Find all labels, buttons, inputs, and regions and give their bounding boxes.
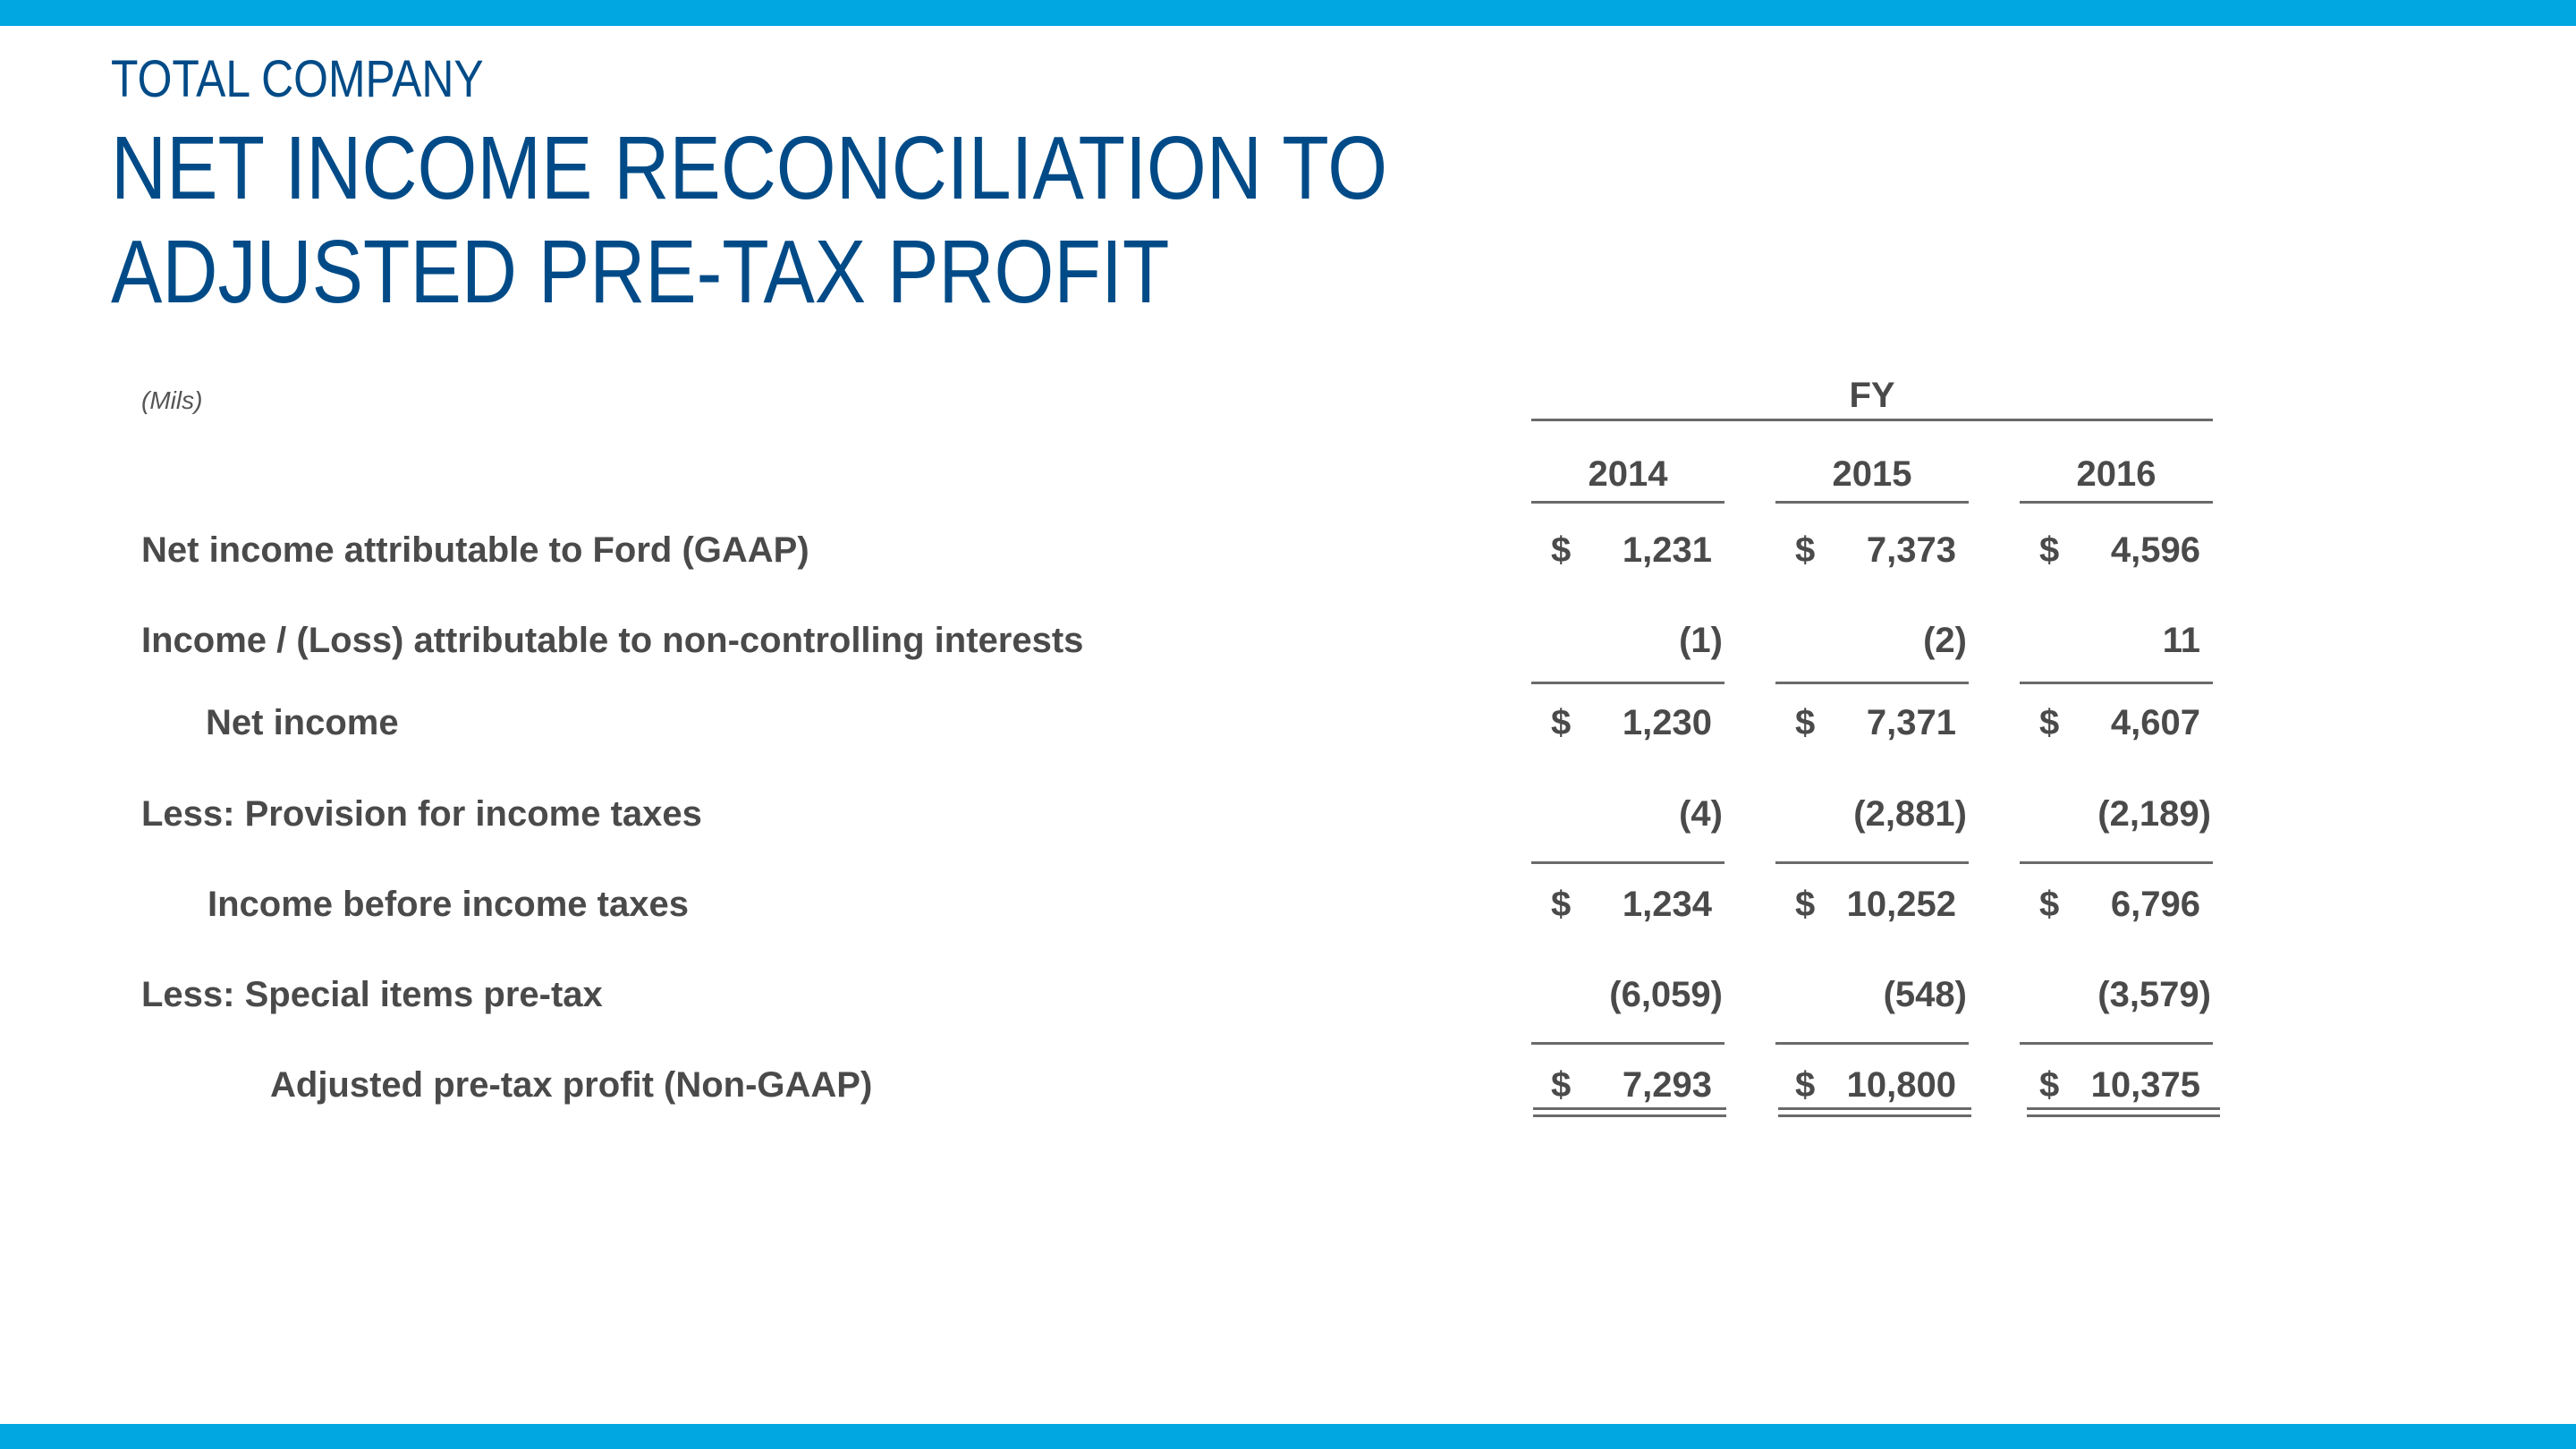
cell-value: 10,252 (1846, 885, 1956, 924)
row-label-adjusted-pre-tax-profit: Adjusted pre-tax profit (Non-GAAP) (270, 1065, 873, 1105)
table-cell: (2,881) (1775, 792, 1969, 836)
subtotal-rule (1775, 682, 1969, 684)
page-title-line-1: NET INCOME RECONCILIATION TO (111, 118, 1388, 218)
section-label: TOTAL COMPANY (111, 50, 484, 108)
year-header-2014: 2014 (1588, 454, 1668, 494)
currency-symbol: $ (2039, 1065, 2060, 1105)
table-cell: $ 10,375 (2020, 1063, 2213, 1107)
year-header-2015: 2015 (1832, 454, 1912, 494)
table-cell: $ 1,230 (1531, 700, 1724, 745)
subtotal-rule (1775, 1042, 1969, 1045)
year-header-2016: 2016 (2076, 454, 2157, 494)
row-label-provision-income-taxes: Less: Provision for income taxes (141, 794, 702, 834)
period-header-rule (1531, 419, 2213, 421)
table-cell: $ 10,252 (1775, 882, 1969, 927)
table-cell: $ 10,800 (1775, 1063, 1969, 1107)
table-cell: $ 7,293 (1531, 1063, 1724, 1107)
year-header-rule (2020, 501, 2213, 504)
cell-value: (2) (1923, 621, 1967, 660)
period-header: FY (1849, 376, 1895, 415)
cell-value: (2,189) (2097, 794, 2211, 834)
table-cell: $ 7,373 (1775, 528, 1969, 572)
subtotal-rule (1531, 861, 1724, 864)
page-title: NET INCOME RECONCILIATION TO ADJUSTED PR… (111, 116, 1387, 324)
subtotal-rule (2020, 1042, 2213, 1045)
table-cell: (6,059) (1531, 972, 1724, 1017)
bottom-accent-bar (0, 1424, 2576, 1449)
year-header-rule (1775, 501, 1969, 504)
subtotal-rule (2020, 861, 2213, 864)
cell-value: 1,231 (1622, 530, 1712, 570)
cell-value: 1,234 (1622, 885, 1712, 924)
cell-value: 10,800 (1846, 1065, 1956, 1105)
subtotal-rule (1775, 861, 1969, 864)
table-cell: (3,579) (2020, 972, 2213, 1017)
subtotal-rule (2020, 682, 2213, 684)
year-header-rule (1531, 501, 1724, 504)
cell-value: (4) (1679, 794, 1723, 834)
top-accent-bar (0, 0, 2576, 26)
currency-symbol: $ (1795, 703, 1816, 742)
cell-value: 11 (2162, 621, 2200, 660)
total-double-rule (1778, 1107, 1971, 1117)
currency-symbol: $ (1551, 885, 1572, 924)
row-label-non-controlling-interests: Income / (Loss) attributable to non-cont… (141, 621, 1084, 660)
row-label-net-income-attributable-ford: Net income attributable to Ford (GAAP) (141, 530, 809, 570)
table-cell: $ 6,796 (2020, 882, 2213, 927)
cell-value: 10,375 (2090, 1065, 2200, 1105)
total-double-rule (2027, 1107, 2220, 1117)
table-cell: (2) (1775, 618, 1969, 663)
table-cell: 11 (2020, 618, 2213, 663)
cell-value: (3,579) (2097, 975, 2211, 1014)
page-title-line-2: ADJUSTED PRE-TAX PROFIT (111, 222, 1170, 322)
subtotal-rule (1531, 1042, 1724, 1045)
table-cell: $ 4,607 (2020, 700, 2213, 745)
table-cell: $ 1,234 (1531, 882, 1724, 927)
cell-value: (1) (1679, 621, 1723, 660)
cell-value: 7,371 (1866, 703, 1956, 742)
table-cell: (548) (1775, 972, 1969, 1017)
currency-symbol: $ (2039, 530, 2060, 570)
cell-value: (548) (1883, 975, 1967, 1014)
table-cell: (4) (1531, 792, 1724, 836)
currency-symbol: $ (1551, 1065, 1572, 1105)
cell-value: 4,607 (2110, 703, 2200, 742)
cell-value: 6,796 (2110, 885, 2200, 924)
row-label-income-before-taxes: Income before income taxes (208, 885, 689, 924)
table-cell: $ 4,596 (2020, 528, 2213, 572)
cell-value: 7,293 (1622, 1065, 1712, 1105)
currency-symbol: $ (1795, 885, 1816, 924)
currency-symbol: $ (2039, 885, 2060, 924)
cell-value: (2,881) (1853, 794, 1967, 834)
currency-symbol: $ (1551, 530, 1572, 570)
table-cell: (2,189) (2020, 792, 2213, 836)
currency-symbol: $ (1795, 530, 1816, 570)
cell-value: 1,230 (1622, 703, 1712, 742)
row-label-special-items: Less: Special items pre-tax (141, 975, 603, 1014)
table-cell: $ 1,231 (1531, 528, 1724, 572)
cell-value: 7,373 (1866, 530, 1956, 570)
table-cell: $ 7,371 (1775, 700, 1969, 745)
cell-value: (6,059) (1609, 975, 1723, 1014)
subtotal-rule (1531, 682, 1724, 684)
currency-symbol: $ (1795, 1065, 1816, 1105)
units-label: (Mils) (141, 386, 203, 414)
table-cell: (1) (1531, 618, 1724, 663)
currency-symbol: $ (2039, 703, 2060, 742)
total-double-rule (1533, 1107, 1726, 1117)
row-label-net-income: Net income (206, 703, 399, 742)
cell-value: 4,596 (2110, 530, 2200, 570)
currency-symbol: $ (1551, 703, 1572, 742)
